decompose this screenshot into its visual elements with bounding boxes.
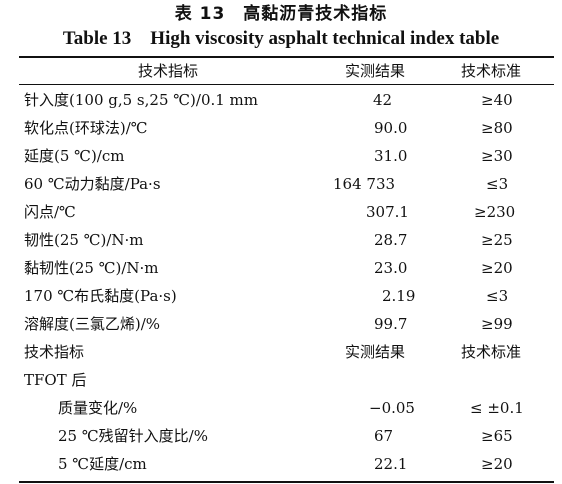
row-measured: 31.0: [374, 147, 408, 165]
section-row: TFOT 后: [0, 366, 562, 394]
table-row: 25 ℃残留针入度比/% 67 ≥65: [0, 422, 562, 450]
table-header: 技术指标 实测结果 技术标准: [0, 57, 562, 85]
row-standard: ≤3: [486, 175, 509, 193]
table-title-cn: 表 13 高黏沥青技术指标: [174, 4, 388, 24]
row-name: 针入度(100 g,5 s,25 ℃)/0.1 mm: [24, 91, 259, 109]
row-name: 25 ℃残留针入度比/%: [58, 427, 208, 445]
table-title-en: Table 13 High viscosity asphalt technica…: [62, 28, 500, 49]
row-name: 韧性(25 ℃)/N·m: [24, 231, 144, 249]
row-standard: ≤3: [486, 287, 509, 305]
row-standard: ≥20: [481, 455, 513, 473]
row-measured: 90.0: [374, 119, 408, 137]
row-standard: ≥230: [474, 203, 516, 221]
header-standard: 技术标准: [461, 62, 522, 80]
table-row: 黏韧性(25 ℃)/N·m 23.0 ≥20: [0, 254, 562, 282]
table-row: 延度(5 ℃)/cm 31.0 ≥30: [0, 142, 562, 170]
row-measured: 22.1: [374, 455, 408, 473]
row-standard: ≥40: [481, 91, 513, 109]
row-measured: 67: [374, 427, 394, 445]
table-row: 170 ℃布氏黏度(Pa·s) 2.19 ≤3: [0, 282, 562, 310]
row-name: 溶解度(三氯乙烯)/%: [24, 315, 161, 333]
row-standard: ≥25: [481, 231, 513, 249]
row-measured: 42: [373, 91, 393, 109]
row-name: 60 ℃动力黏度/Pa·s: [24, 175, 161, 193]
subheader-measured: 实测结果: [345, 343, 406, 361]
table-row: 闪点/℃ 307.1 ≥230: [0, 198, 562, 226]
row-standard: ≤ ±0.1: [470, 399, 524, 417]
table-row: 韧性(25 ℃)/N·m 28.7 ≥25: [0, 226, 562, 254]
table-row: 质量变化/% −0.05 ≤ ±0.1: [0, 394, 562, 422]
section-label: TFOT 后: [24, 371, 87, 389]
top-rule: [19, 56, 554, 58]
subheader-name: 技术指标: [24, 343, 85, 361]
table-subheader: 技术指标 实测结果 技术标准: [0, 338, 562, 366]
row-name: 5 ℃延度/cm: [58, 455, 147, 473]
header-name: 技术指标: [138, 62, 199, 80]
row-name: 质量变化/%: [58, 399, 138, 417]
header-measured: 实测结果: [345, 62, 406, 80]
row-standard: ≥20: [481, 259, 513, 277]
row-name: 170 ℃布氏黏度(Pa·s): [24, 287, 177, 305]
row-measured: 23.0: [374, 259, 408, 277]
row-name: 闪点/℃: [24, 203, 76, 221]
table-row: 溶解度(三氯乙烯)/% 99.7 ≥99: [0, 310, 562, 338]
table-row: 软化点(环球法)/℃ 90.0 ≥80: [0, 114, 562, 142]
row-standard: ≥99: [481, 315, 513, 333]
table-row: 针入度(100 g,5 s,25 ℃)/0.1 mm 42 ≥40: [0, 86, 562, 114]
table-row: 60 ℃动力黏度/Pa·s 164 733 ≤3: [0, 170, 562, 198]
row-measured: 2.19: [382, 287, 416, 305]
row-measured: 307.1: [366, 203, 409, 221]
row-name: 延度(5 ℃)/cm: [24, 147, 125, 165]
row-measured: −0.05: [369, 399, 415, 417]
row-standard: ≥80: [481, 119, 513, 137]
row-measured: 164 733: [333, 175, 396, 193]
row-measured: 28.7: [374, 231, 408, 249]
row-standard: ≥65: [481, 427, 513, 445]
header-rule: [19, 84, 554, 85]
table-row: 5 ℃延度/cm 22.1 ≥20: [0, 450, 562, 478]
row-standard: ≥30: [481, 147, 513, 165]
row-measured: 99.7: [374, 315, 408, 333]
row-name: 黏韧性(25 ℃)/N·m: [24, 259, 159, 277]
subheader-standard: 技术标准: [461, 343, 522, 361]
row-name: 软化点(环球法)/℃: [24, 119, 148, 137]
bottom-rule: [19, 481, 554, 483]
